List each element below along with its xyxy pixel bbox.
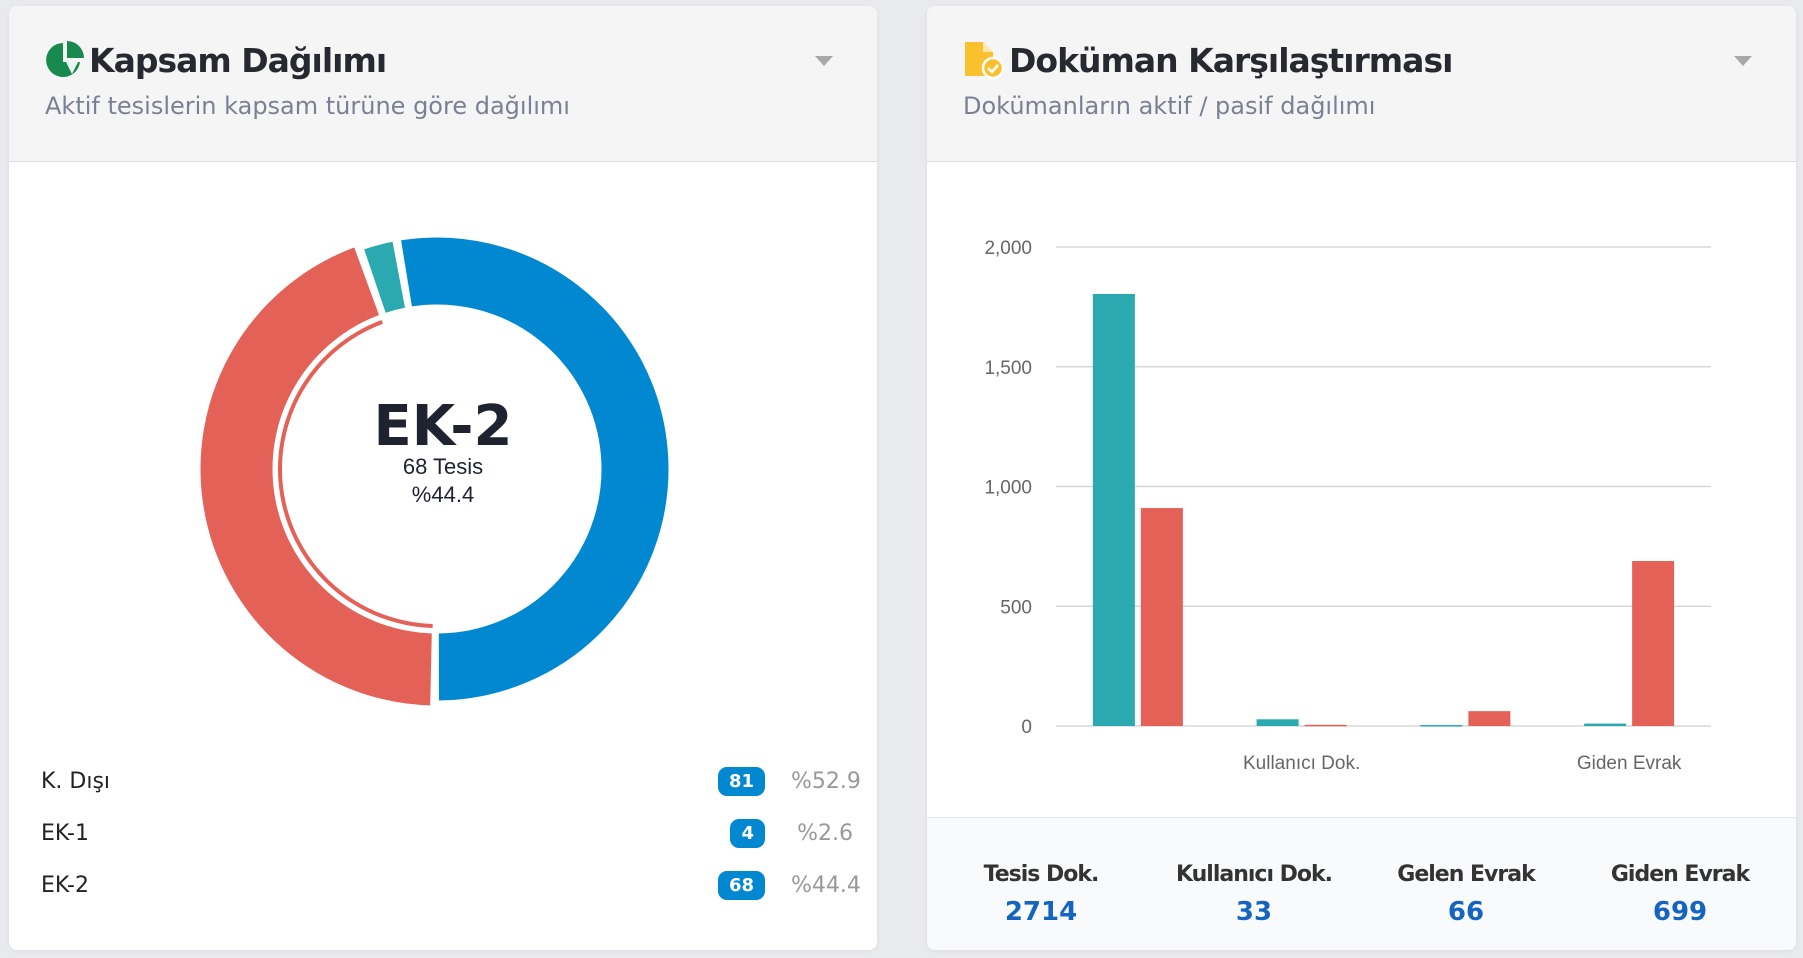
stats-footer: Tesis Dok. 2714 Kullanıcı Dok. 33 Gelen … bbox=[927, 817, 1796, 950]
stat-value: 699 bbox=[1652, 897, 1708, 927]
donut-center-label: EK-2 bbox=[373, 394, 513, 459]
donut-center-count: 68 Tesis bbox=[402, 454, 484, 479]
card-title: Doküman Karşılaştırması bbox=[963, 40, 1453, 80]
legend-item-k-disi[interactable]: K. Dışı 81 %52.9 bbox=[41, 763, 861, 799]
legend-label: K. Dışı bbox=[41, 768, 111, 794]
document-check-icon bbox=[965, 42, 1005, 80]
pie-chart-icon bbox=[46, 41, 84, 77]
card-header: Kapsam Dağılımı Aktif tesislerin kapsam … bbox=[9, 6, 877, 162]
count-badge: 4 bbox=[730, 818, 765, 848]
y-tick-label: 2,000 bbox=[984, 238, 1032, 259]
bar[interactable] bbox=[1420, 725, 1463, 727]
legend-percent: %2.6 bbox=[797, 820, 853, 846]
stat-label: Giden Evrak bbox=[1610, 862, 1750, 887]
y-tick-label: 1,500 bbox=[984, 358, 1032, 379]
stat-giden-evrak: Giden Evrak 699 bbox=[1580, 862, 1780, 927]
stat-tesis-dok: Tesis Dok. 2714 bbox=[941, 862, 1141, 927]
stat-kullanici-dok: Kullanıcı Dok. 33 bbox=[1154, 862, 1354, 927]
donut-slice-ek-2[interactable] bbox=[197, 243, 435, 709]
legend-percent: %44.4 bbox=[791, 872, 861, 898]
stat-value: 2714 bbox=[1004, 897, 1078, 927]
legend-label: EK-1 bbox=[41, 820, 89, 846]
dropdown-caret-icon[interactable] bbox=[1734, 56, 1752, 66]
count-badge: 68 bbox=[717, 870, 765, 900]
stat-value: 33 bbox=[1235, 897, 1273, 927]
stat-gelen-evrak: Gelen Evrak 66 bbox=[1366, 862, 1566, 927]
bar[interactable] bbox=[1092, 293, 1135, 726]
x-tick-label: Giden Evrak bbox=[1577, 753, 1682, 774]
legend-label: EK-2 bbox=[41, 872, 89, 898]
title-text: Kapsam Dağılımı bbox=[89, 40, 387, 80]
card-title: Kapsam Dağılımı bbox=[45, 40, 387, 80]
donut-center-percent: %44.4 bbox=[411, 482, 475, 507]
dokuman-card: Doküman Karşılaştırması Dokümanların akt… bbox=[927, 6, 1796, 950]
bar[interactable] bbox=[1140, 508, 1183, 726]
kapsam-card: Kapsam Dağılımı Aktif tesislerin kapsam … bbox=[9, 6, 877, 950]
x-tick-label: Kullanıcı Dok. bbox=[1243, 753, 1360, 774]
card-header: Doküman Karşılaştırması Dokümanların akt… bbox=[927, 6, 1796, 162]
dropdown-caret-icon[interactable] bbox=[815, 56, 833, 66]
legend-item-ek-1[interactable]: EK-1 4 %2.6 bbox=[41, 815, 853, 851]
bar[interactable] bbox=[1584, 723, 1627, 726]
bar-chart: 0 500 1,000 1,500 2,000 Kullanıcı Dok. Giden E… bbox=[984, 238, 1711, 774]
stat-label: Gelen Evrak bbox=[1397, 862, 1535, 887]
stat-label: Tesis Dok. bbox=[983, 862, 1100, 887]
y-tick-label: 500 bbox=[1000, 597, 1032, 618]
donut-chart bbox=[197, 234, 672, 709]
bar[interactable] bbox=[1468, 711, 1511, 726]
donut-slice-k-d-[interactable] bbox=[397, 234, 672, 704]
bar[interactable] bbox=[1632, 560, 1675, 726]
bar[interactable] bbox=[1256, 719, 1299, 726]
donut-slice-ek-1[interactable] bbox=[360, 238, 409, 317]
title-text: Doküman Karşılaştırması bbox=[1009, 40, 1453, 80]
stat-label: Kullanıcı Dok. bbox=[1175, 862, 1333, 887]
legend-percent: %52.9 bbox=[791, 768, 861, 794]
y-tick-label: 1,000 bbox=[984, 478, 1032, 499]
y-tick-label: 0 bbox=[1021, 717, 1032, 738]
legend-item-ek-2[interactable]: EK-2 68 %44.4 bbox=[41, 867, 861, 903]
card-subtitle: Dokümanların aktif / pasif dağılımı bbox=[963, 92, 1376, 120]
bar[interactable] bbox=[1304, 724, 1347, 727]
card-subtitle: Aktif tesislerin kapsam türüne göre dağı… bbox=[45, 92, 570, 120]
stat-value: 66 bbox=[1447, 897, 1485, 927]
count-badge: 81 bbox=[717, 766, 765, 796]
